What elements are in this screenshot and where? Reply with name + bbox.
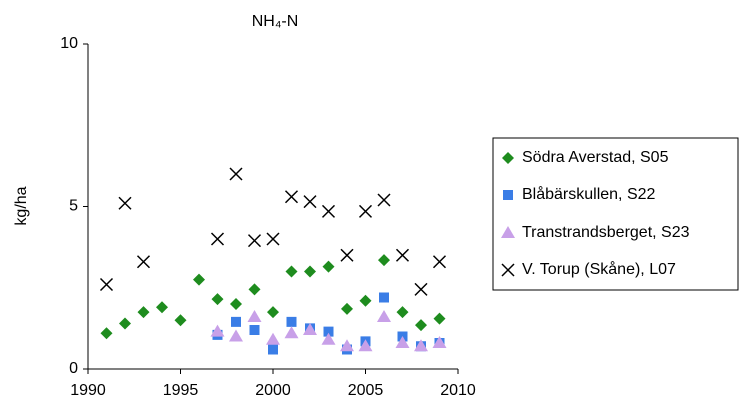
data-point [379,292,389,303]
chart-title: NH₄-N [252,13,299,30]
data-point [285,265,298,278]
data-point [358,339,373,352]
legend-marker [501,226,515,238]
data-point [230,298,242,310]
data-point [340,339,354,352]
legend-marker [503,190,513,200]
data-point [358,204,373,218]
data-point [268,344,278,355]
data-point [99,277,114,292]
x-tick-label: 2010 [440,382,476,399]
data-point [156,301,168,314]
y-tick-label: 5 [69,198,78,215]
data-point [415,319,427,332]
data-point [341,302,353,315]
data-point [284,190,299,204]
data-point [433,312,446,325]
data-point [266,232,280,246]
data-point [322,260,335,273]
y-tick-label: 0 [69,360,78,377]
data-point [247,310,262,322]
data-point [286,316,297,327]
x-tick-label: 2005 [348,382,384,399]
data-point [247,234,262,248]
data-point [303,323,317,335]
x-tick-label: 1990 [70,382,106,399]
data-point [210,232,225,246]
data-point [119,317,131,330]
data-point [248,283,261,296]
legend-label: Södra Averstad, S05 [522,149,669,166]
data-point [321,204,336,218]
legend-label: Transtrandsberget, S23 [522,224,690,241]
legend-marker [502,152,514,164]
legend-label: V. Torup (Skåne), L07 [522,260,676,278]
data-point [414,282,428,296]
data-point [377,193,391,207]
data-point [284,326,299,339]
data-point [136,255,151,269]
data-point [303,195,317,209]
data-point [395,336,410,348]
x-tick-label: 2000 [255,382,291,399]
data-point [359,294,372,307]
data-point [137,306,150,319]
data-point [229,329,243,342]
data-point [266,332,280,345]
legend-marker [501,263,515,277]
data-point [321,332,336,345]
data-point [340,248,354,262]
data-point [193,273,205,286]
data-point [174,314,187,327]
data-point [267,306,279,319]
legend [492,137,739,291]
data-point [100,327,113,340]
data-point [118,196,132,210]
x-tick-label: 1995 [163,382,199,399]
data-point [249,325,260,335]
data-point [211,293,224,306]
data-point [432,255,447,269]
data-point [396,306,409,319]
data-point [432,336,447,348]
data-point [323,326,334,337]
legend-label: Blåbärskullen, S22 [522,185,656,203]
data-point [377,310,391,322]
data-point [395,248,410,262]
data-point [229,167,243,181]
data-point [231,316,241,327]
data-point [414,339,428,352]
y-tick-label: 10 [60,35,78,52]
data-point [304,265,316,278]
y-axis-label: kg/ha [13,186,30,225]
data-point [210,324,225,337]
data-point [378,254,390,267]
